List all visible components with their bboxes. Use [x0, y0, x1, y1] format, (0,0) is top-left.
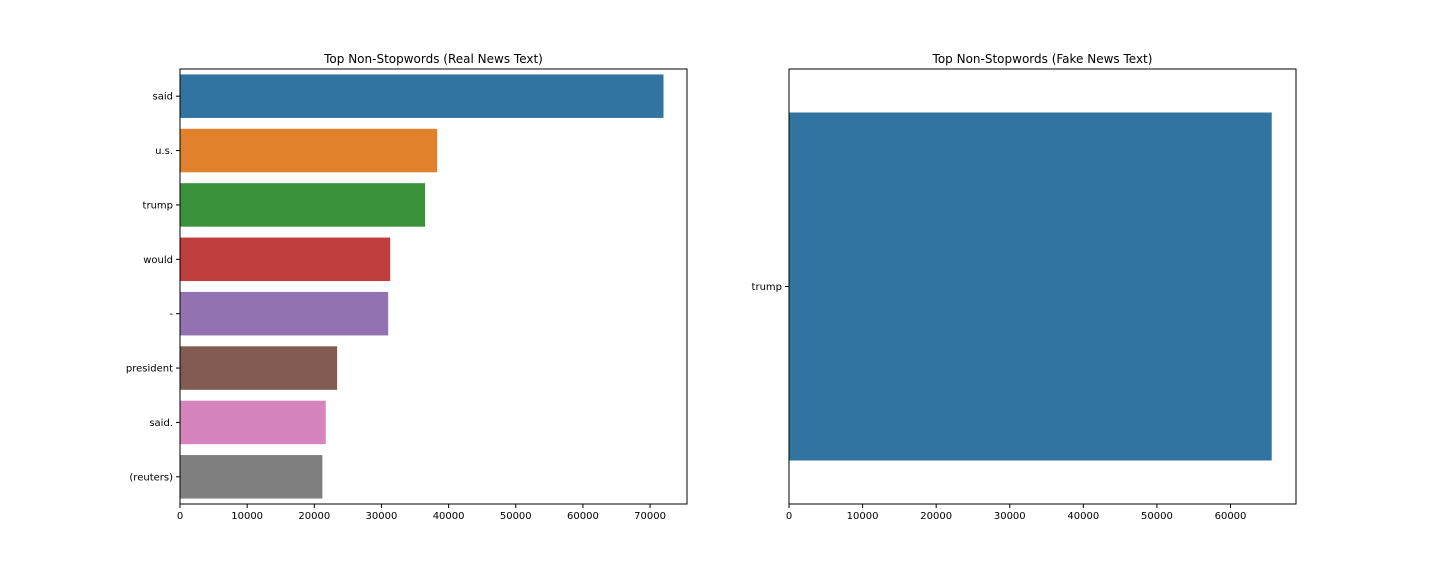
x-tick-label: 10000	[231, 511, 263, 522]
y-tick-label: president	[126, 364, 173, 375]
bar-would	[180, 237, 391, 282]
x-tick-label: 40000	[1067, 511, 1099, 522]
x-tick-label: 30000	[994, 511, 1026, 522]
y-tick-label: trump	[143, 200, 173, 211]
x-tick-label: 10000	[847, 511, 879, 522]
y-tick-label: would	[143, 255, 173, 266]
bar-group	[180, 74, 664, 499]
x-tick-label: 50000	[500, 511, 532, 522]
chart-title: Top Non-Stopwords (Real News Text)	[323, 52, 543, 66]
fake-news-chart: Top Non-Stopwords (Fake News Text) trump…	[752, 52, 1297, 522]
plot-frame	[179, 68, 688, 505]
x-tick-label: 0	[177, 511, 183, 522]
x-tick-label: 50000	[1141, 511, 1173, 522]
bar-	[180, 291, 389, 336]
x-tick-label: 20000	[920, 511, 952, 522]
x-axis: 0 10000 20000 30000 40000 50000 60000 70000	[177, 504, 666, 522]
x-axis: 0 10000 20000 30000 40000 50000 60000	[786, 504, 1247, 522]
bar-president	[180, 346, 338, 390]
bar-said	[180, 74, 664, 118]
y-tick-label: trump	[752, 282, 782, 293]
y-tick-label: said.	[149, 418, 173, 429]
real-news-chart: Top Non-Stopwords (Real News Text) said u…	[126, 52, 688, 522]
bar-trump	[180, 183, 426, 227]
x-tick-label: 60000	[567, 511, 599, 522]
y-axis: trump	[752, 282, 789, 293]
x-tick-label: 30000	[366, 511, 398, 522]
bar-reuters	[180, 455, 323, 499]
y-tick-label: (reuters)	[129, 472, 173, 483]
y-axis: said u.s. trump would - president said. (reuter…	[126, 92, 180, 483]
y-tick-label: said	[153, 92, 173, 103]
x-tick-label: 60000	[1215, 511, 1247, 522]
y-tick-label: -	[169, 309, 173, 320]
x-tick-label: 20000	[298, 511, 330, 522]
bar-group	[789, 112, 1272, 461]
x-tick-label: 70000	[634, 511, 666, 522]
bar-said	[180, 400, 326, 445]
chart-title: Top Non-Stopwords (Fake News Text)	[932, 52, 1153, 66]
bar-trump	[789, 112, 1272, 461]
bar-us	[180, 128, 438, 173]
y-tick-label: u.s.	[155, 146, 173, 157]
x-tick-label: 40000	[433, 511, 465, 522]
x-tick-label: 0	[786, 511, 792, 522]
